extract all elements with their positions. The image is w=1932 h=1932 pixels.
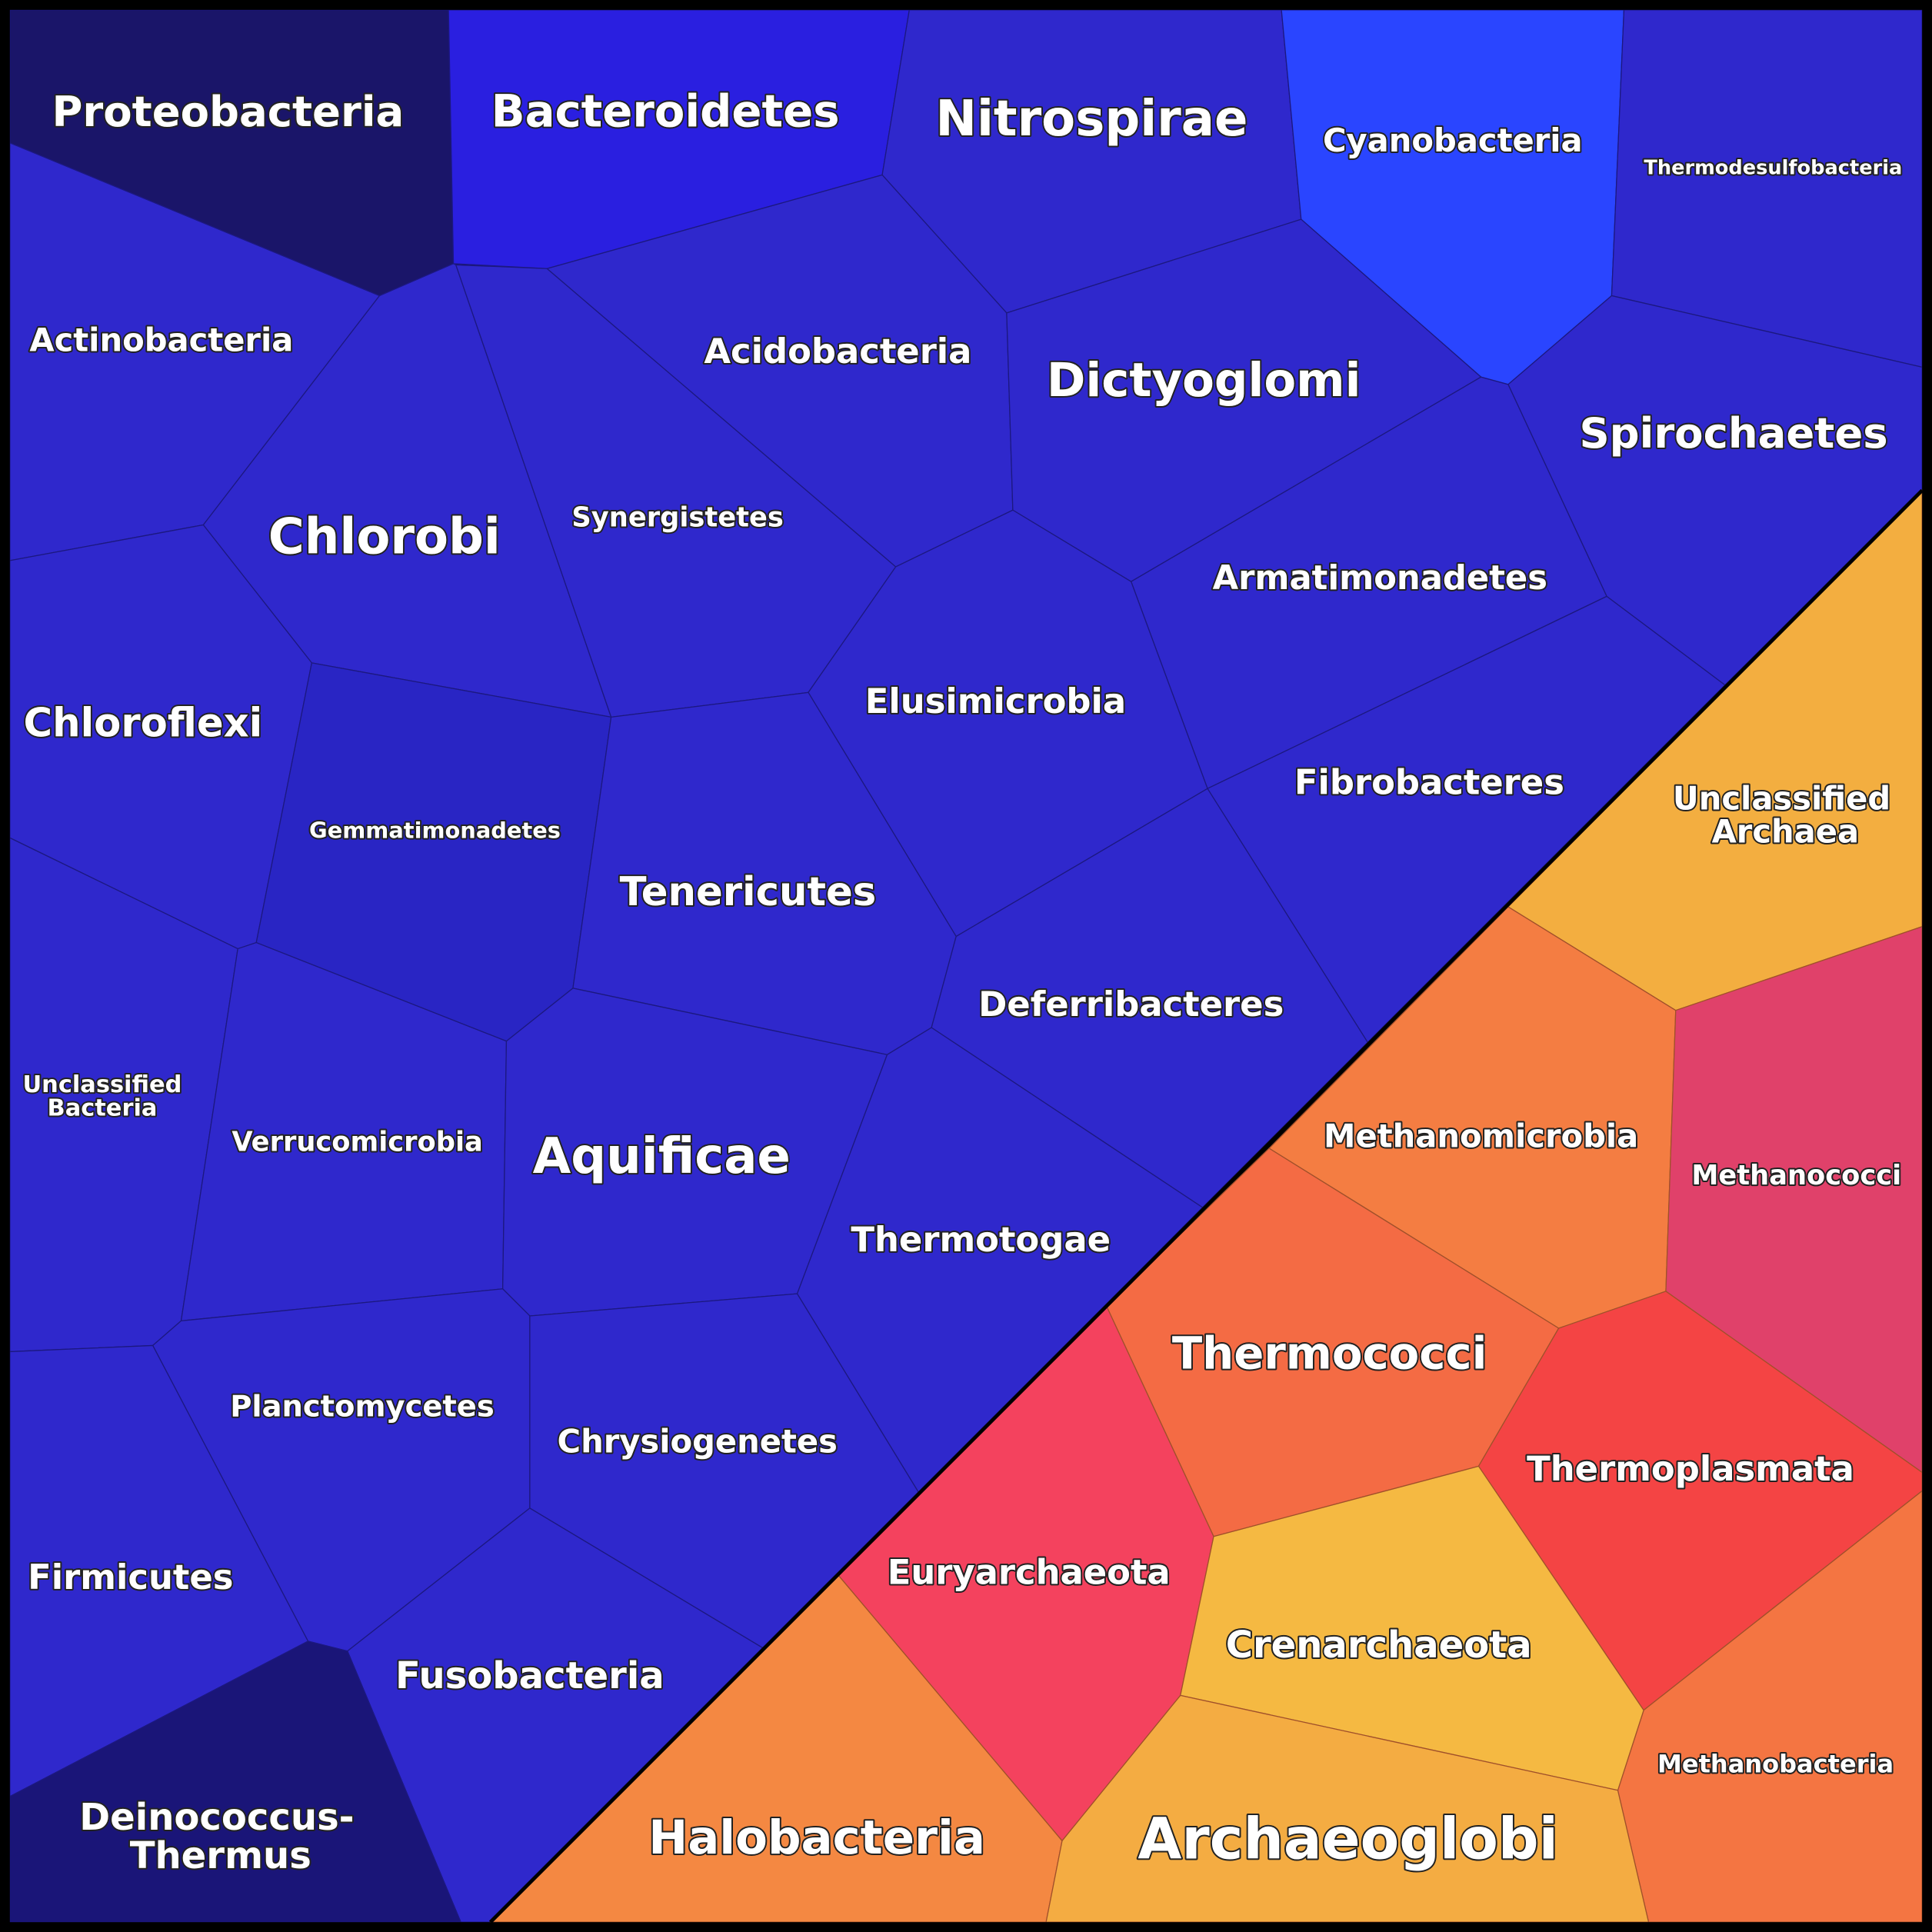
cell-label: Armatimonadetes <box>1213 559 1547 598</box>
cell-label: Archaea <box>1712 813 1860 851</box>
labels: Proteobacteria Bacteroidetes Nitrospirae… <box>21 84 1904 1879</box>
cell-label: Halobacteria <box>648 1810 985 1865</box>
cell-label: Nitrospirae <box>935 91 1247 148</box>
cell-label: Bacteroidetes <box>491 85 840 138</box>
cell-label: Acidobacteria <box>704 331 971 371</box>
cell-label: Firmicutes <box>28 1557 233 1597</box>
cell-label: Chloroflexi <box>23 701 262 747</box>
cell-label: Crenarchaeota <box>1226 1624 1532 1667</box>
cell-label: Gemmatimonadetes <box>309 817 561 843</box>
cell-label: Deferribacteres <box>978 984 1284 1024</box>
cell-label: Deinococcus- <box>79 1796 354 1839</box>
cell-label: Planctomycetes <box>230 1390 495 1424</box>
cell-label: Dictyoglomi <box>1047 353 1361 408</box>
cell-label: Chrysiogenetes <box>558 1423 838 1461</box>
cell-label: Fusobacteria <box>395 1654 665 1697</box>
cell-label: Bacteria <box>48 1094 158 1121</box>
cell-label: Tenericutes <box>620 869 877 915</box>
cell-label: Spirochaetes <box>1579 408 1887 458</box>
cell-label: Methanomicrobia <box>1324 1117 1638 1154</box>
cell <box>1179 1465 1644 1791</box>
cell-label: Chlorobi <box>268 508 501 565</box>
cell-label: Thermus <box>130 1834 311 1877</box>
cell-label: Synergistetes <box>571 501 783 533</box>
cell-label: Verrucomicrobia <box>232 1127 483 1158</box>
cell-label: Actinobacteria <box>29 321 293 358</box>
cell-label: Thermoplasmata <box>1527 1448 1854 1489</box>
cell-label: Thermodesulfobacteria <box>1644 156 1902 179</box>
cell-label: Unclassified <box>22 1071 182 1098</box>
cell-label: Elusimicrobia <box>865 681 1126 721</box>
cell-label: Fibrobacteres <box>1294 761 1564 802</box>
divider <box>488 488 1924 1924</box>
cell-label: Archaeoglobi <box>1138 1807 1557 1873</box>
cell-label: Methanobacteria <box>1657 1750 1894 1779</box>
cell-label: Euryarchaeota <box>888 1551 1171 1592</box>
cell-label: Thermococci <box>1172 1327 1487 1379</box>
cell-label: Methanococci <box>1691 1160 1901 1191</box>
bacteria-cells <box>9 9 1923 1923</box>
cell-label: Aquificae <box>533 1128 791 1185</box>
cell-label: Cyanobacteria <box>1323 122 1583 159</box>
cell-label: Thermotogae <box>851 1219 1111 1260</box>
cell-label: Proteobacteria <box>52 87 404 136</box>
cell-label: Unclassified <box>1673 779 1890 817</box>
archaea-cells <box>489 489 1923 1923</box>
